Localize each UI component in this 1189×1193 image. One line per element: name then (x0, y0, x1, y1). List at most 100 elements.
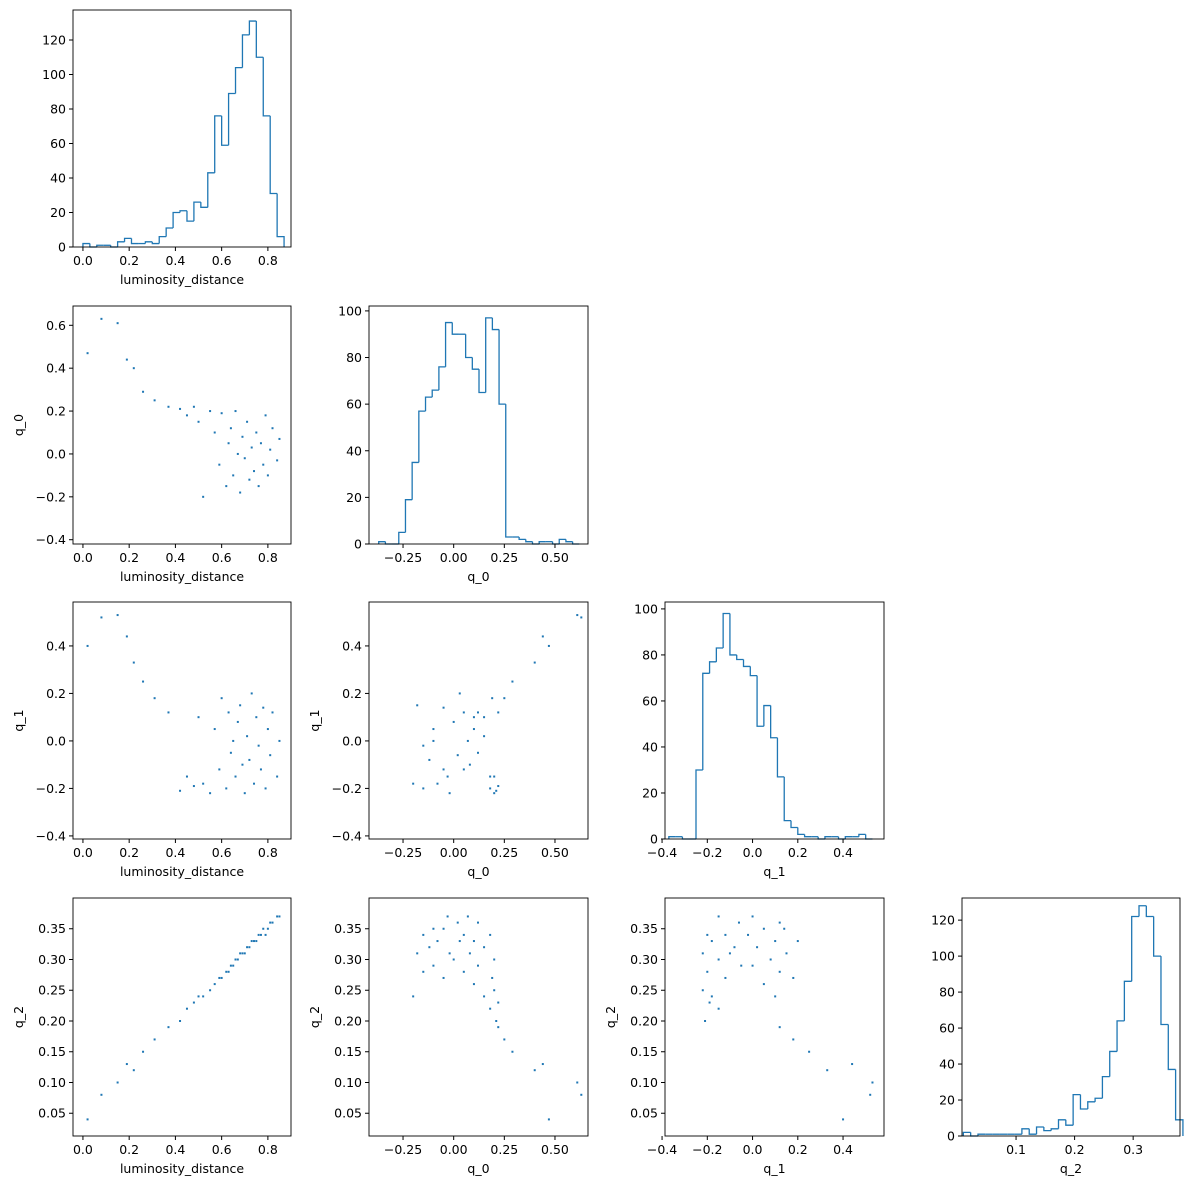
scatter-point (202, 995, 205, 998)
histogram-bin (708, 661, 717, 674)
scatter-point (792, 1038, 795, 1041)
x-tick-label: 0.2 (1065, 1142, 1085, 1157)
histogram-bin (756, 675, 764, 727)
axes-frame (368, 897, 589, 1137)
scatter-point (241, 763, 244, 766)
y-tick-label: 0.35 (334, 921, 362, 936)
y-tick-label: 0.15 (334, 1044, 362, 1059)
scatter-point (167, 405, 170, 408)
scatter-point (220, 976, 223, 979)
scatter-point (278, 915, 281, 918)
y-tick-label: 0.35 (630, 921, 658, 936)
scatter-point (774, 995, 777, 998)
scatter-point (497, 785, 500, 788)
scatter-point (737, 921, 740, 924)
scatter-point (733, 946, 736, 949)
x-tick-label: 0.50 (541, 1142, 569, 1157)
scatter-point (262, 706, 265, 709)
y-tick-label: 20 (642, 785, 658, 800)
scatter-point (179, 789, 182, 792)
scatter-point (842, 1118, 845, 1121)
scatter-point (250, 692, 253, 695)
histogram-bin (1101, 1075, 1110, 1099)
histogram-bin (729, 613, 737, 656)
x-tick-label: −0.25 (384, 550, 422, 565)
histogram-bin (1109, 1050, 1118, 1077)
scatter-point (456, 754, 459, 757)
scatter-point (132, 1069, 135, 1072)
x-tick-label: 0.8 (258, 550, 278, 565)
scatter-point (468, 763, 471, 766)
axes-frame (368, 305, 589, 545)
histogram-bin (151, 241, 160, 245)
y-axis-label: q_2 (11, 1006, 26, 1028)
scatter-point (491, 697, 494, 700)
scatter-point (269, 754, 272, 757)
y-tick-label: 0.10 (38, 1075, 66, 1090)
y-tick-label: 20 (50, 205, 66, 220)
scatter-point (489, 787, 492, 790)
scatter-point (476, 711, 479, 714)
x-tick-label: −0.25 (384, 845, 422, 860)
scatter-point (227, 442, 230, 445)
histogram-bin (478, 369, 486, 394)
scatter-point (762, 983, 765, 986)
scatter-point (428, 758, 431, 761)
histogram-bin (220, 115, 229, 146)
scatter-point (116, 1081, 119, 1084)
scatter-point (756, 946, 759, 949)
y-tick-label: 0.05 (38, 1106, 66, 1121)
scatter-point (218, 768, 221, 771)
scatter-point (495, 1019, 498, 1022)
x-tick-label: 0.0 (73, 253, 93, 268)
scatter-point (179, 1019, 182, 1022)
y-tick-label: 0 (58, 240, 66, 255)
scatter-point (489, 775, 492, 778)
x-tick-label: 0.6 (212, 1142, 232, 1157)
scatter-point (497, 1001, 500, 1004)
scatter-point (541, 1063, 544, 1066)
scatter-point (197, 716, 200, 719)
x-tick-label: 0.4 (165, 253, 185, 268)
scatter-point (225, 485, 228, 488)
histogram-bin (749, 666, 758, 677)
scatter-point (462, 711, 465, 714)
x-tick-label: 0.2 (119, 550, 139, 565)
scatter-point (209, 410, 212, 413)
histogram-bin (179, 210, 187, 213)
scatter-point (446, 775, 449, 778)
scatter-point (153, 399, 156, 402)
scatter-point (234, 410, 237, 413)
x-tick-label: 0.1 (1006, 1142, 1026, 1157)
histogram-bin (214, 115, 222, 173)
histogram-bin (558, 538, 566, 544)
scatter-point (248, 758, 251, 761)
histogram-bin (424, 396, 433, 412)
x-axis-label: q_1 (763, 1161, 785, 1176)
scatter-point (452, 958, 455, 961)
scatter-point (778, 1026, 781, 1029)
scatter-point (497, 711, 500, 714)
scatter-point (202, 782, 205, 785)
scatter-point (229, 964, 232, 967)
x-tick-label: −0.25 (384, 1142, 422, 1157)
scatter-point (236, 452, 239, 455)
scatter-point (472, 983, 475, 986)
histogram-bin (763, 704, 771, 727)
scatter-point (229, 427, 232, 430)
histogram-bin (970, 1132, 978, 1137)
y-tick-label: 40 (642, 739, 658, 754)
scatter-point (493, 775, 496, 778)
y-tick-label: 0 (650, 832, 658, 847)
y-tick-label: 60 (346, 397, 362, 412)
scatter-point (511, 680, 514, 683)
scatter-point (192, 1001, 195, 1004)
histogram-bin (165, 227, 174, 237)
scatter-point (227, 970, 230, 973)
y-tick-label: 20 (939, 1093, 955, 1108)
y-tick-label: 0.20 (630, 1013, 658, 1028)
y-tick-label: 80 (642, 647, 658, 662)
y-tick-label: 0.10 (630, 1075, 658, 1090)
scatter-point (489, 933, 492, 936)
scatter-point (259, 768, 262, 771)
